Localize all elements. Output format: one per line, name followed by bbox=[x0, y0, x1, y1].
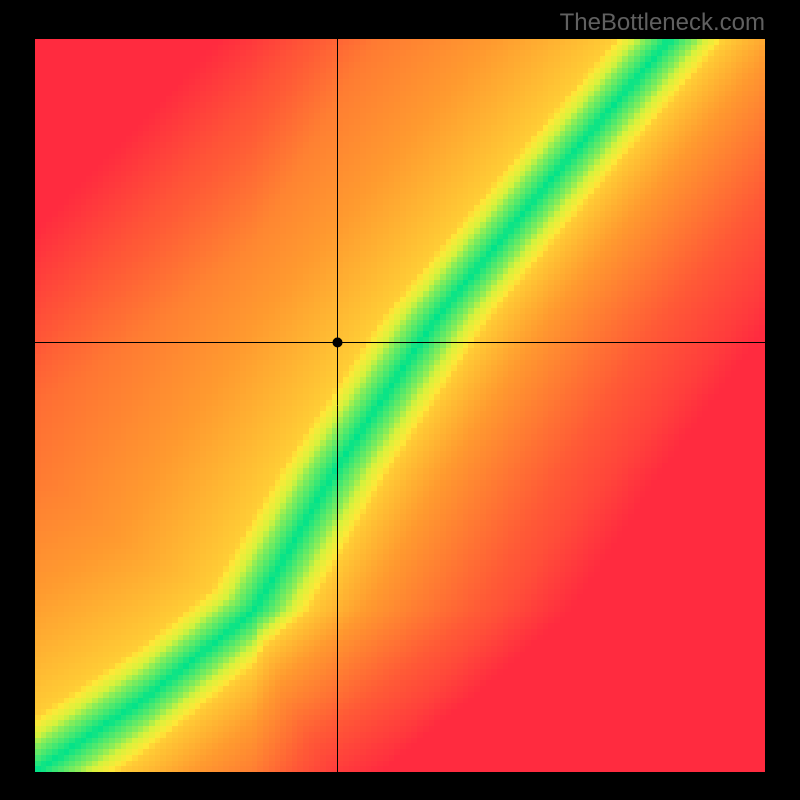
bottleneck-heatmap bbox=[35, 39, 765, 772]
chart-container: TheBottleneck.com bbox=[0, 0, 800, 800]
watermark-text: TheBottleneck.com bbox=[560, 9, 765, 37]
